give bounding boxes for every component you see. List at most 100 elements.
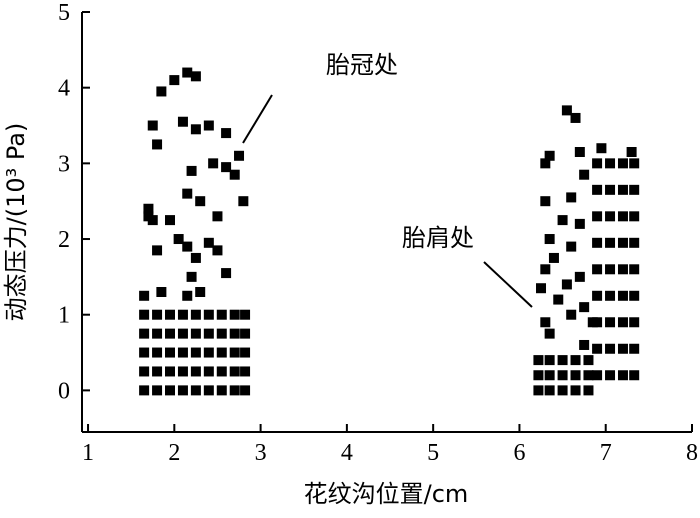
point bbox=[533, 370, 544, 381]
point bbox=[617, 264, 628, 275]
y-tick-label: 2 bbox=[58, 227, 70, 253]
point bbox=[617, 290, 628, 301]
point bbox=[190, 252, 201, 263]
point bbox=[533, 385, 544, 396]
point bbox=[629, 237, 640, 248]
point bbox=[165, 347, 176, 358]
point bbox=[544, 234, 555, 245]
point bbox=[583, 385, 594, 396]
point bbox=[195, 196, 206, 207]
point bbox=[165, 385, 176, 396]
point bbox=[143, 211, 154, 222]
point bbox=[579, 169, 590, 180]
point bbox=[156, 287, 167, 297]
point bbox=[605, 370, 616, 381]
point bbox=[579, 339, 590, 350]
point bbox=[203, 347, 214, 358]
point bbox=[212, 211, 223, 222]
point bbox=[221, 128, 232, 139]
point bbox=[182, 67, 193, 78]
point bbox=[177, 116, 188, 127]
point bbox=[629, 317, 640, 328]
point bbox=[240, 366, 251, 377]
point bbox=[629, 343, 640, 354]
point bbox=[152, 245, 163, 256]
point bbox=[195, 287, 206, 297]
point bbox=[583, 370, 594, 381]
point bbox=[186, 165, 197, 176]
x-tick-label: 2 bbox=[168, 440, 180, 466]
point bbox=[240, 328, 251, 339]
point bbox=[203, 366, 214, 377]
point bbox=[216, 385, 227, 396]
point bbox=[229, 169, 240, 180]
point bbox=[156, 86, 167, 97]
annotation: 胎肩处 bbox=[402, 224, 474, 252]
y-tick-label: 1 bbox=[58, 303, 70, 329]
point bbox=[605, 211, 616, 222]
annotation: 胎冠处 bbox=[326, 51, 398, 79]
point bbox=[570, 370, 581, 381]
point bbox=[617, 237, 628, 248]
point bbox=[165, 215, 176, 226]
point bbox=[152, 309, 163, 320]
point bbox=[139, 366, 150, 377]
point bbox=[617, 343, 628, 354]
point bbox=[583, 355, 594, 366]
point bbox=[566, 192, 577, 203]
point bbox=[557, 355, 568, 366]
point bbox=[139, 347, 150, 358]
x-axis-label: 花纹沟位置/cm bbox=[304, 480, 469, 508]
point bbox=[617, 370, 628, 381]
point bbox=[208, 158, 219, 169]
point bbox=[229, 385, 240, 396]
point bbox=[540, 158, 551, 169]
point bbox=[177, 347, 188, 358]
point bbox=[536, 283, 547, 294]
point bbox=[229, 366, 240, 377]
point bbox=[229, 347, 240, 358]
point bbox=[557, 370, 568, 381]
point bbox=[190, 309, 201, 320]
point bbox=[629, 184, 640, 195]
point bbox=[557, 215, 568, 226]
point bbox=[605, 264, 616, 275]
point bbox=[234, 150, 245, 161]
point bbox=[190, 347, 201, 358]
point bbox=[629, 264, 640, 275]
point bbox=[592, 237, 603, 248]
point bbox=[596, 143, 607, 154]
point bbox=[190, 124, 201, 135]
point bbox=[540, 317, 551, 328]
point bbox=[570, 112, 581, 123]
point bbox=[617, 158, 628, 169]
point bbox=[629, 290, 640, 301]
point bbox=[617, 211, 628, 222]
point bbox=[229, 328, 240, 339]
point bbox=[182, 241, 193, 252]
point bbox=[544, 328, 555, 339]
point bbox=[221, 268, 232, 279]
x-tick-label: 6 bbox=[513, 440, 525, 466]
point bbox=[152, 139, 163, 150]
point bbox=[592, 370, 603, 381]
point bbox=[617, 184, 628, 195]
point bbox=[190, 71, 201, 82]
point bbox=[165, 309, 176, 320]
point bbox=[216, 328, 227, 339]
point bbox=[139, 385, 150, 396]
point bbox=[165, 328, 176, 339]
point bbox=[221, 162, 232, 173]
point bbox=[629, 370, 640, 381]
point bbox=[570, 385, 581, 396]
point bbox=[139, 309, 150, 320]
point bbox=[592, 343, 603, 354]
point bbox=[592, 264, 603, 275]
point bbox=[216, 366, 227, 377]
point bbox=[574, 271, 585, 282]
x-tick-label: 3 bbox=[255, 440, 267, 466]
point bbox=[203, 309, 214, 320]
point bbox=[152, 385, 163, 396]
point bbox=[605, 184, 616, 195]
point bbox=[177, 385, 188, 396]
